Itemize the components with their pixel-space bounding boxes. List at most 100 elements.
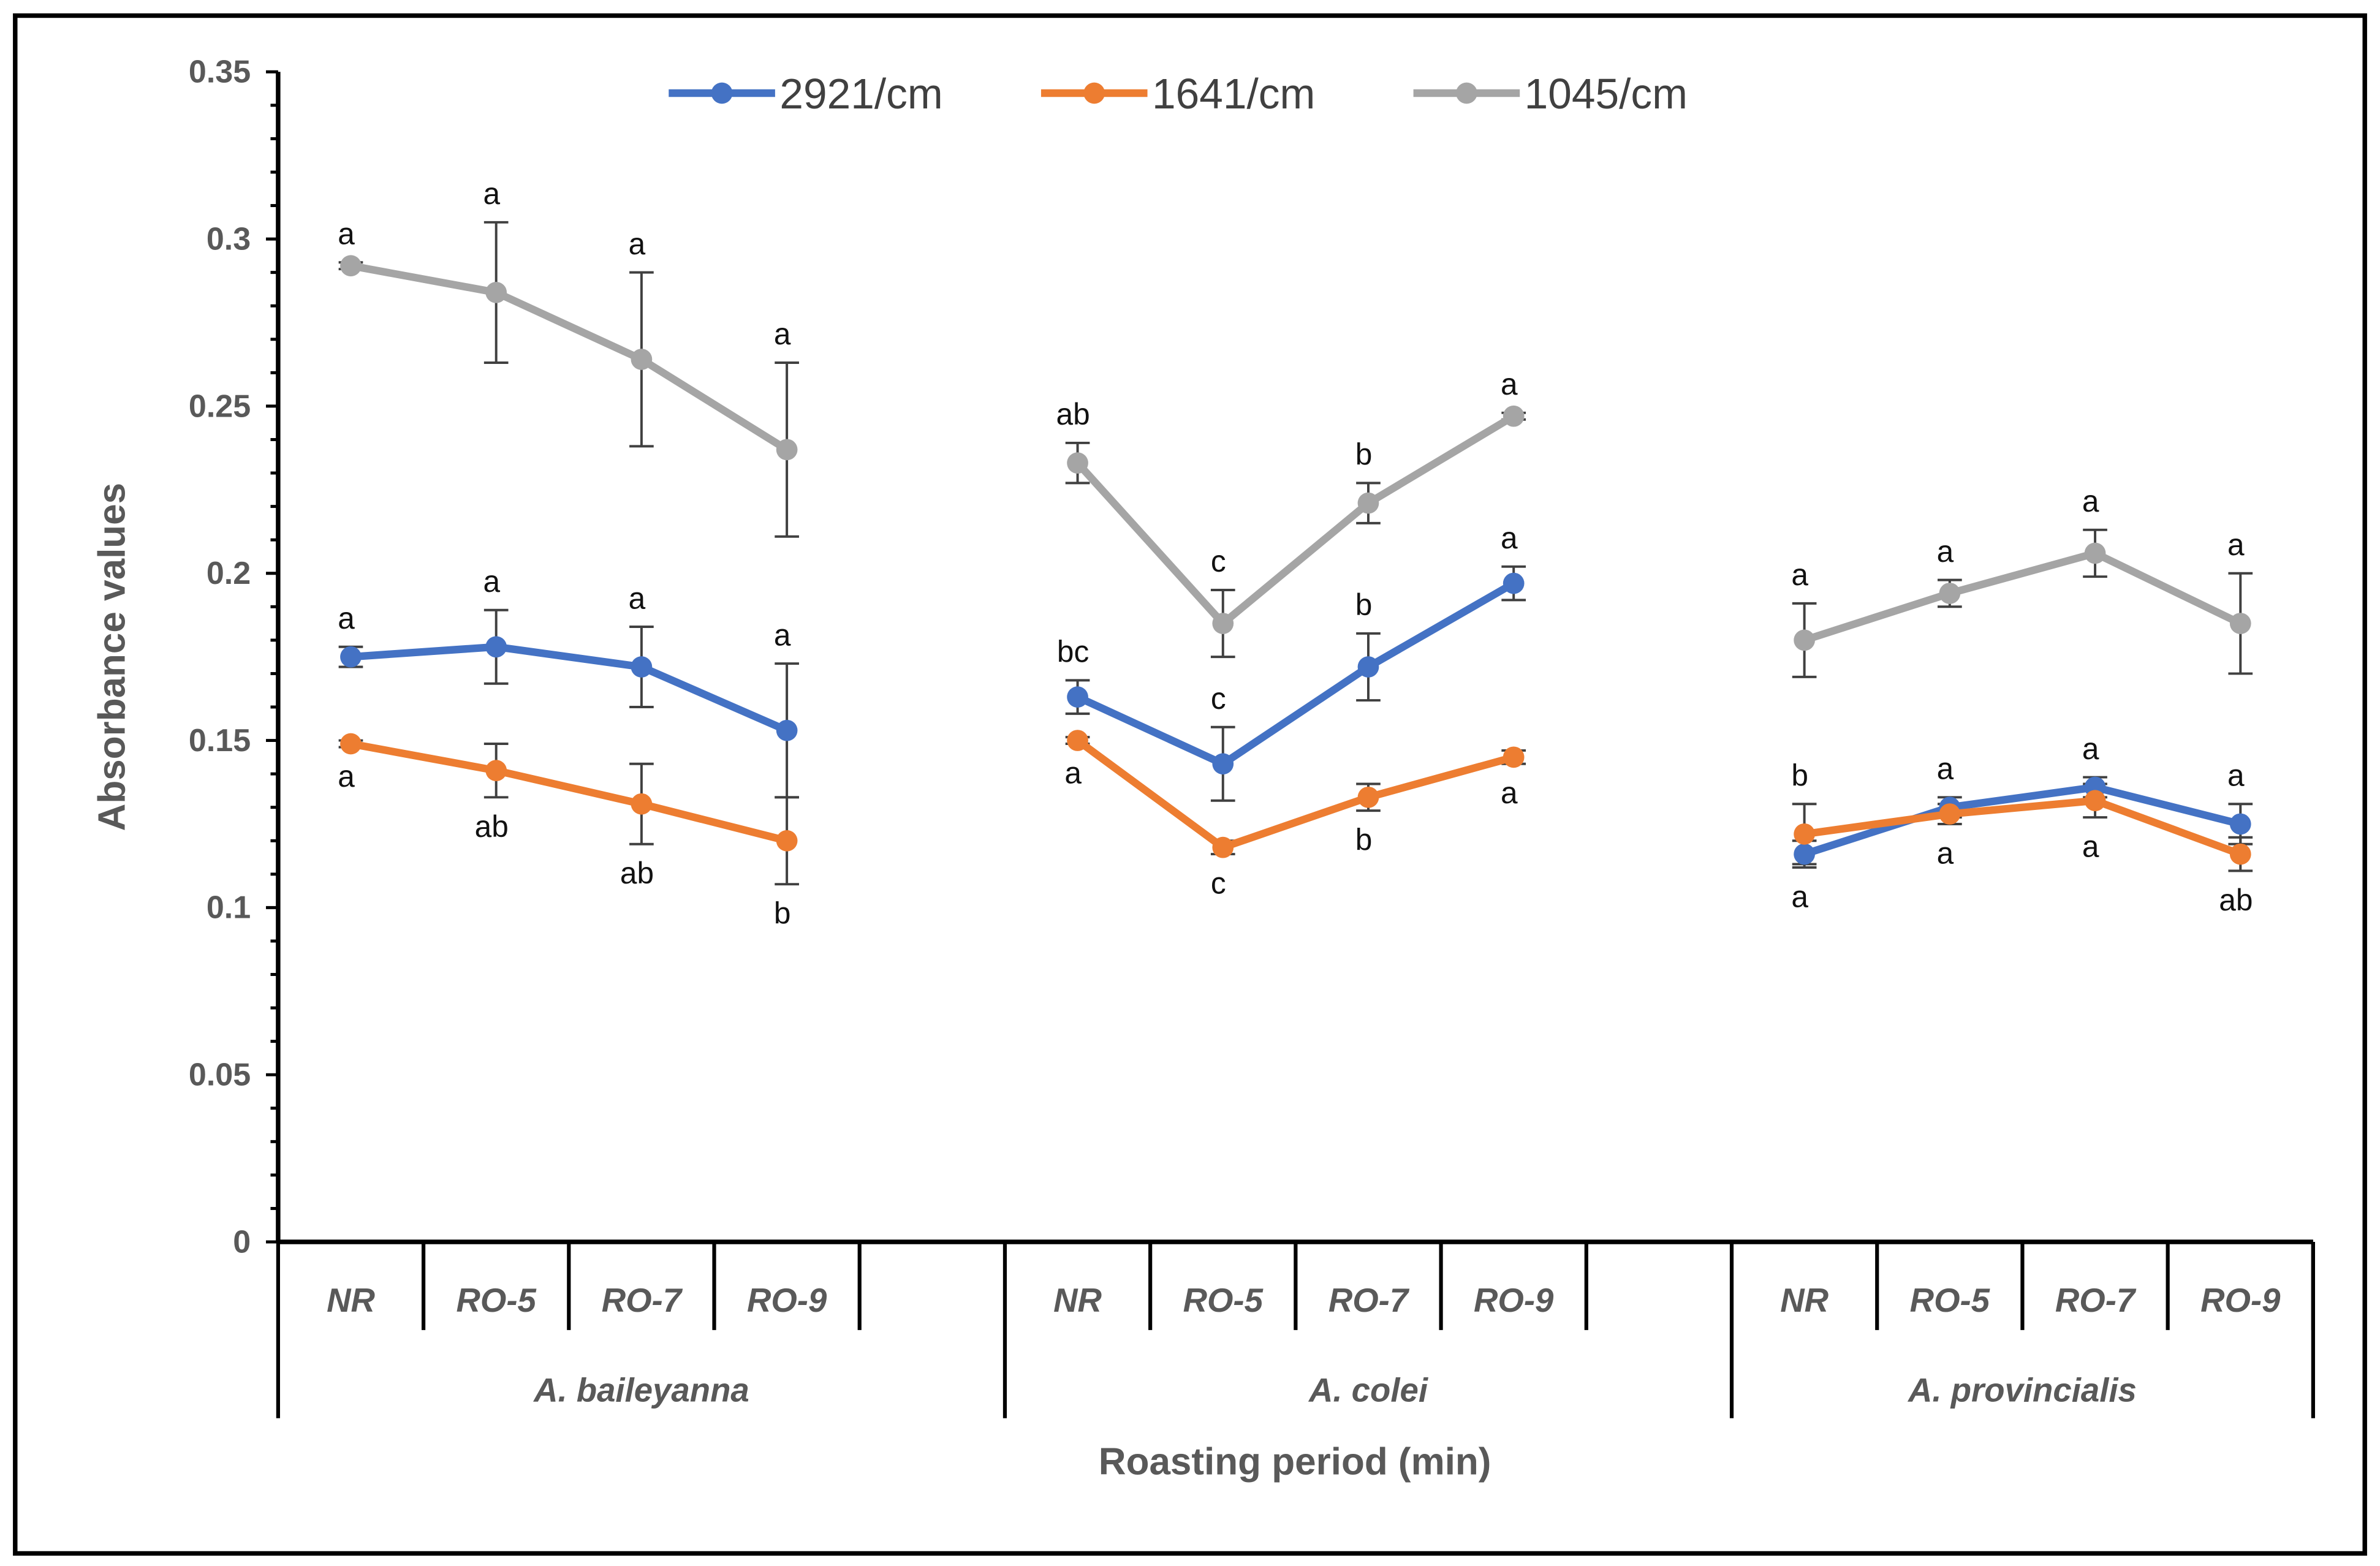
group-label: A. provincialis [1907, 1371, 2137, 1409]
series-line-1641-per-cm [1075, 737, 1515, 852]
y-tick-label: 0.15 [189, 723, 251, 758]
data-point [776, 719, 798, 741]
significance-letter: a [338, 601, 355, 635]
y-tick-label: 0.25 [189, 388, 251, 424]
significance-letter: a [1937, 836, 1954, 870]
data-point [1794, 823, 1815, 845]
category-label: RO-9 [2200, 1282, 2281, 1319]
y-tick-label: 0.2 [207, 556, 251, 591]
significance-letter: a [774, 618, 791, 652]
significance-letter: b [1791, 758, 1808, 792]
data-point [1503, 572, 1525, 594]
significance-letter: ab [620, 856, 654, 890]
significance-letter: a [629, 227, 646, 261]
data-point [1794, 629, 1815, 651]
data-point [485, 760, 507, 782]
series-line-2921-per-cm [1075, 580, 1516, 768]
significance-letter: a [483, 176, 500, 211]
series-line-1045-per-cm [1074, 412, 1516, 627]
legend-label: 1641/cm [1152, 70, 1315, 118]
data-point [631, 793, 653, 815]
significance-letter: c [1211, 866, 1226, 901]
data-point [1503, 746, 1525, 768]
data-point [2084, 790, 2106, 812]
category-label: RO-7 [602, 1282, 683, 1319]
data-point [340, 733, 362, 755]
chart-frame [13, 13, 2367, 1556]
legend-marker [1083, 82, 1105, 104]
series-line-2921-per-cm [351, 643, 789, 734]
significance-letter: a [1501, 367, 1518, 401]
significance-letter: a [1937, 752, 1954, 786]
significance-letter: a [1501, 776, 1518, 810]
data-point [1357, 656, 1379, 678]
data-point [1939, 803, 1961, 825]
significance-letter: a [2082, 732, 2099, 766]
significance-letter: a [2082, 484, 2099, 518]
significance-letter: b [1355, 437, 1373, 472]
data-point [1067, 686, 1088, 708]
category-label: RO-5 [457, 1282, 537, 1319]
significance-letter: a [338, 217, 355, 251]
group-label: A. baileyanna [532, 1371, 749, 1409]
significance-letter: a [2227, 528, 2245, 562]
legend-label: 2921/cm [779, 70, 942, 118]
data-point [2229, 613, 2251, 634]
data-point [776, 439, 798, 461]
series-line-1045-per-cm [1803, 549, 2242, 644]
significance-letter: a [1791, 879, 1808, 913]
data-point [340, 255, 362, 277]
series-line-1045-per-cm [350, 262, 789, 453]
significance-letter: b [774, 896, 791, 931]
significance-letter: a [338, 759, 355, 793]
significance-letter: b [1355, 823, 1373, 857]
significance-letter: a [1064, 755, 1082, 790]
category-label: NR [1053, 1282, 1102, 1319]
y-tick-label: 0 [233, 1224, 251, 1260]
category-label: NR [1780, 1282, 1829, 1319]
data-point [1067, 730, 1088, 751]
series-line-1641-per-cm [350, 740, 788, 845]
significance-letter: a [1791, 558, 1808, 592]
significance-letter: a [1501, 521, 1518, 555]
significance-letter: c [1211, 681, 1226, 716]
data-point [631, 656, 653, 678]
data-point [776, 830, 798, 852]
legend-marker [1456, 82, 1477, 104]
data-point [340, 646, 362, 668]
significance-letter: a [774, 317, 791, 351]
data-point [2229, 843, 2251, 865]
significance-letter: a [483, 564, 500, 599]
significance-letter: a [1937, 534, 1954, 569]
y-tick-label: 0.05 [189, 1057, 251, 1093]
y-tick-label: 0.35 [189, 55, 251, 90]
data-point [1067, 452, 1088, 474]
significance-letter: ab [1056, 397, 1090, 431]
legend-label: 1045/cm [1525, 70, 1688, 118]
data-point [2229, 813, 2251, 835]
category-label: RO-7 [2055, 1282, 2137, 1319]
category-label: NR [327, 1282, 375, 1319]
significance-letter: ab [475, 809, 509, 844]
significance-letter: a [2082, 830, 2099, 864]
category-label: RO-7 [1328, 1282, 1410, 1319]
data-point [1357, 492, 1379, 514]
data-point [1212, 613, 1234, 634]
legend-marker [711, 82, 733, 104]
y-tick-label: 0.1 [207, 890, 251, 926]
data-point [485, 636, 507, 658]
category-label: RO-9 [1474, 1282, 1554, 1319]
data-point [1939, 583, 1961, 604]
series-line-1641-per-cm [1803, 796, 2242, 858]
category-label: RO-9 [747, 1282, 827, 1319]
significance-letter: a [629, 581, 646, 615]
significance-letter: c [1211, 544, 1226, 578]
category-label: RO-5 [1910, 1282, 1990, 1319]
data-point [1212, 753, 1234, 775]
data-point [631, 349, 653, 370]
data-point [1357, 786, 1379, 808]
group-label: A. colei [1308, 1371, 1429, 1409]
category-label: RO-5 [1183, 1282, 1264, 1319]
y-axis-title: Absorbance values [91, 483, 133, 831]
